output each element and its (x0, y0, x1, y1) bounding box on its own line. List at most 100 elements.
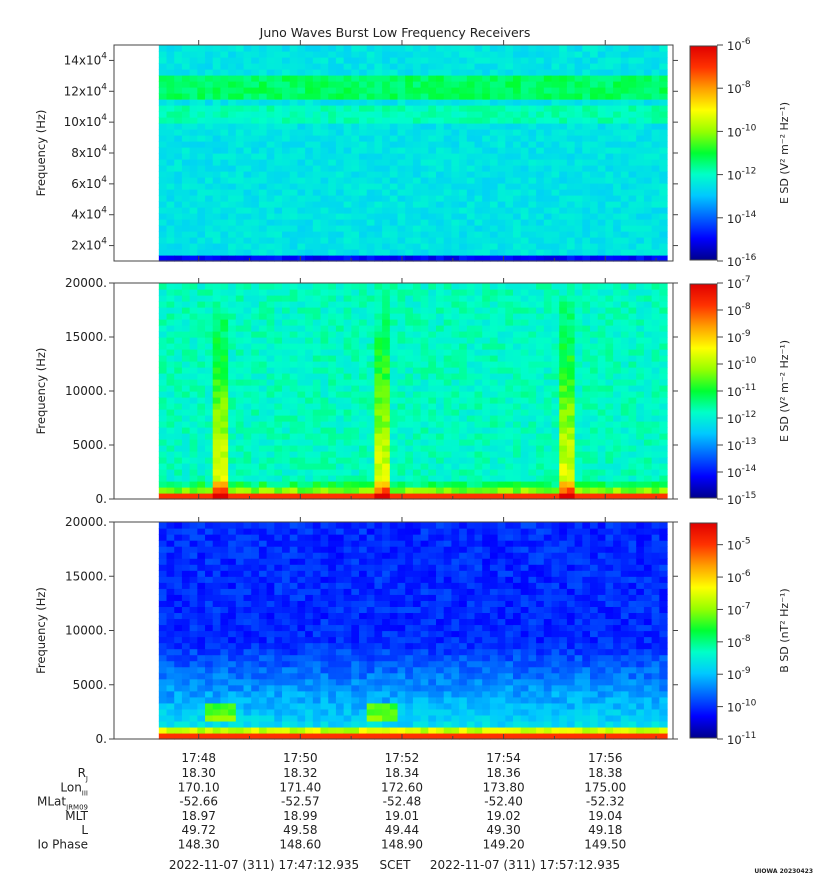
spectrogram-cell (166, 45, 175, 52)
spectrogram-cell (597, 177, 607, 184)
spectrogram-cell (590, 451, 599, 458)
spectrogram-cell (374, 349, 383, 356)
spectrogram-cell (436, 421, 445, 428)
spectrogram-cell (497, 463, 506, 470)
spectrogram-cell (158, 576, 168, 583)
spectrogram-cell (520, 171, 530, 178)
spectrogram-cell (282, 195, 291, 202)
spectrogram-cell (289, 111, 299, 118)
spectrogram-cell (582, 361, 591, 368)
spectrogram-cell (428, 295, 437, 302)
spectrogram-cell (335, 117, 345, 124)
spectrogram-cell (328, 313, 337, 320)
spectrogram-cell (443, 69, 453, 76)
spectrogram-cell (328, 189, 337, 196)
spectrogram-cell (397, 409, 406, 416)
spectrogram-cell (651, 379, 660, 386)
spectrogram-cell (389, 45, 399, 52)
spectrogram-cell (482, 433, 491, 440)
spectrogram-cell (536, 93, 545, 100)
spectrogram-cell (312, 201, 322, 208)
spectrogram-cell (228, 183, 237, 190)
spectrogram-cell (282, 475, 291, 482)
spectrogram-cell (305, 283, 314, 290)
spectrogram-cell (174, 397, 183, 404)
spectrogram-cell (528, 439, 537, 446)
spectrogram-cell (436, 493, 445, 500)
spectrogram-cell (420, 63, 429, 70)
spectrogram-cell (566, 123, 576, 130)
spectrogram-cell (166, 307, 175, 314)
spectrogram-cell (528, 427, 537, 434)
spectrogram-cell (312, 355, 322, 362)
spectrogram-cell (443, 237, 453, 244)
spectrogram-cell (274, 69, 283, 76)
spectrogram-cell (235, 195, 245, 202)
spectrogram-cell (536, 481, 545, 488)
spectrogram-cell (643, 189, 653, 196)
spectrogram-cell (174, 624, 183, 632)
spectrogram-cell (189, 99, 198, 106)
spectrogram-cell (359, 87, 368, 94)
spectrogram-cell (397, 207, 406, 214)
spectrogram-cell (597, 283, 607, 290)
spectrogram-cell (605, 463, 614, 470)
spectrogram-cell (651, 63, 660, 70)
spectrogram-cell (328, 391, 337, 398)
spectrogram-cell (243, 301, 252, 308)
spectrogram-cell (643, 51, 653, 58)
spectrogram-cell (289, 307, 299, 314)
spectrogram-cell (397, 457, 406, 464)
spectrogram-cell (282, 243, 291, 250)
spectrogram-cell (359, 403, 368, 410)
spectrogram-cell (574, 189, 583, 196)
spectrogram-cell (266, 213, 275, 220)
spectrogram-cell (320, 171, 329, 178)
spectrogram-cell (374, 361, 383, 368)
spectrogram-cell (605, 307, 614, 314)
spectrogram-cell (497, 51, 506, 58)
spectrogram-cell (597, 403, 607, 410)
spectrogram-cell (482, 403, 491, 410)
spectrogram-cell (559, 45, 568, 52)
spectrogram-cell (474, 493, 483, 500)
spectrogram-cell (189, 283, 198, 290)
spectrogram-cell (197, 147, 206, 154)
spectrogram-cell (366, 487, 376, 494)
spectrogram-cell (220, 385, 229, 392)
spectrogram-cell (251, 319, 260, 326)
spectrogram-cell (459, 159, 468, 166)
spectrogram-cell (497, 99, 506, 106)
spectrogram-cell (243, 63, 252, 70)
spectrogram-cell (466, 433, 476, 440)
spectrogram-cell (174, 445, 183, 452)
spectrogram-cell (289, 225, 299, 232)
spectrogram-cell (189, 147, 198, 154)
y-tick-label: 20000. (65, 276, 107, 290)
spectrogram-cell (489, 391, 499, 398)
spectrogram-cell (412, 493, 422, 500)
spectrogram-cell (513, 129, 522, 136)
spectrogram-cell (497, 391, 506, 398)
spectrogram-cell (543, 105, 553, 112)
spectrogram-cell (158, 159, 168, 166)
spectrogram-cell (620, 409, 630, 416)
spectrogram-cell (489, 75, 499, 82)
spectrogram-cell (443, 255, 453, 262)
spectrogram-cell (312, 231, 322, 238)
spectrogram-cell (382, 295, 391, 302)
spectrogram-cell (197, 307, 206, 314)
spectrogram-cell (335, 343, 345, 350)
spectrogram-cell (174, 177, 183, 184)
spectrogram-cell (235, 69, 245, 76)
spectrogram-cell (520, 243, 530, 250)
spectrogram-cell (605, 475, 614, 482)
spectrogram-cell (497, 183, 506, 190)
spectrogram-cell (628, 189, 637, 196)
spectrogram-cell (489, 159, 499, 166)
spectrogram-cell (505, 243, 514, 250)
spectrogram-cell (443, 225, 453, 232)
spectrogram-cell (343, 129, 352, 136)
spectrogram-cell (305, 105, 314, 112)
spectrogram-cell (251, 469, 260, 476)
